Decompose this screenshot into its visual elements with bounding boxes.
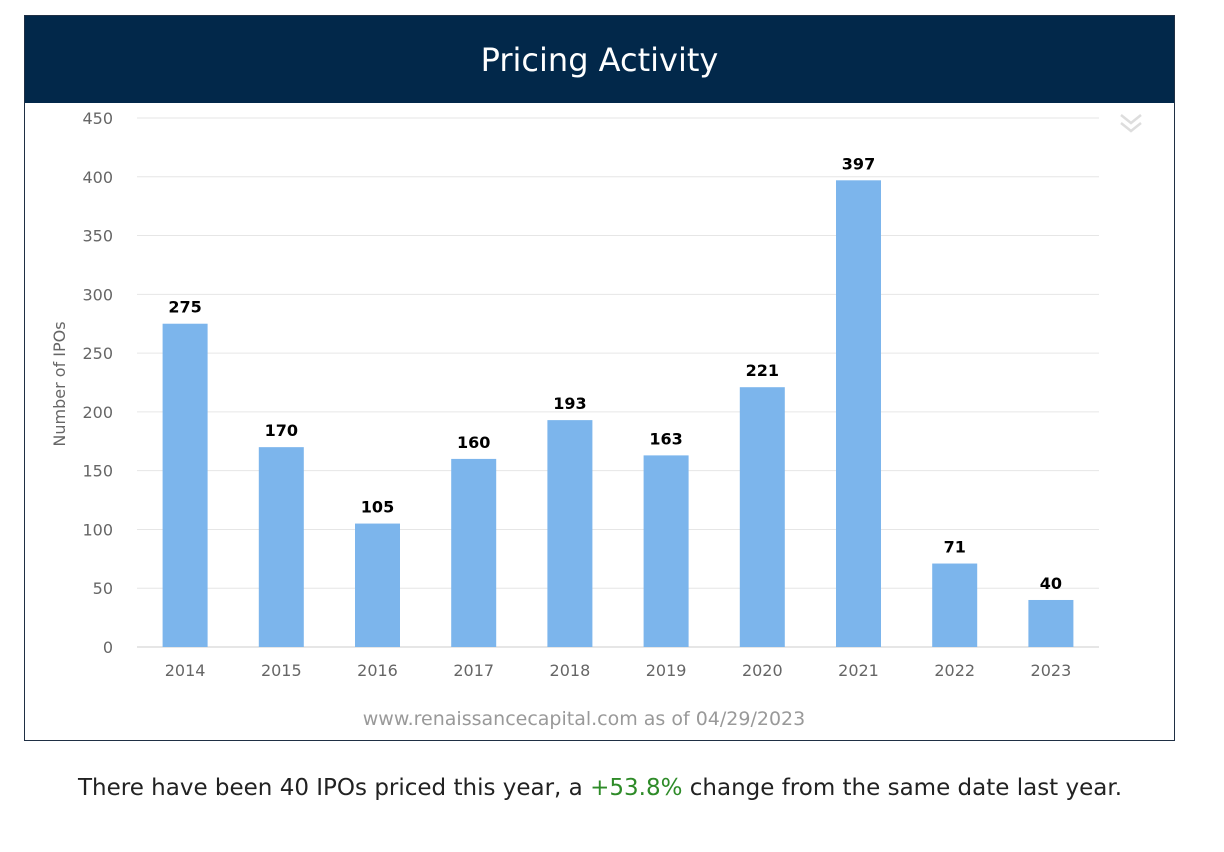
bars [162,180,1074,647]
bar-2017[interactable] [451,458,497,647]
x-tick-label: 2019 [646,661,687,680]
bar-2018[interactable] [547,420,593,647]
gridlines [137,117,1099,648]
x-tick-label: 2014 [165,661,206,680]
x-tick-label: 2017 [453,661,494,680]
data-label-2014: 275 [168,298,201,317]
y-axis-ticks: 0 50 100 150 200 250 300 350 400 450 [82,109,113,657]
y-axis-title: Number of IPOs [50,321,69,446]
summary-prefix: There have been 40 IPOs priced this year… [77,775,591,801]
summary-suffix: change from the same date last year. [682,775,1123,801]
bar-2015[interactable] [258,447,304,647]
data-labels: 275 170 105 160 193 163 221 397 71 40 [168,154,1062,593]
change-percent: +53.8% [590,775,683,801]
y-tick-label: 450 [82,109,113,128]
double-chevron-down-icon [1120,114,1142,133]
y-tick-label: 0 [103,638,113,657]
x-tick-label: 2021 [838,661,879,680]
data-label-2019: 163 [649,429,682,448]
x-tick-label: 2018 [550,661,591,680]
x-axis-ticks: 2014 2015 2016 2017 2018 2019 2020 2021 2022 2023 [165,661,1072,680]
x-tick-label: 2016 [357,661,398,680]
y-tick-label: 150 [82,462,113,481]
chart-plot: 0 50 100 150 200 250 300 350 400 450 275 170 105 160… [50,109,1099,730]
y-tick-label: 300 [82,285,113,304]
bar-2020[interactable] [739,387,785,647]
bar-2021[interactable] [836,180,881,647]
data-label-2020: 221 [746,361,779,380]
chart-credit[interactable]: www.renaissancecapital.com as of 04/29/2… [363,708,805,730]
data-label-2021: 397 [842,154,875,173]
data-label-2023: 40 [1040,574,1062,593]
y-tick-label: 400 [82,168,113,187]
chart-menu-button[interactable] [1118,111,1144,137]
data-label-2016: 105 [361,498,394,517]
bar-2019[interactable] [643,455,689,647]
x-tick-label: 2023 [1031,661,1072,680]
y-tick-label: 250 [82,344,113,363]
data-label-2015: 170 [265,421,298,440]
x-tick-label: 2015 [261,661,302,680]
bar-2014[interactable] [162,323,208,647]
y-tick-label: 100 [82,520,113,539]
bar-2023[interactable] [1028,599,1074,647]
data-label-2022: 71 [944,538,966,557]
y-tick-label: 350 [82,227,113,246]
pricing-activity-chart: Pricing Activity 0 50 100 150 200 250 300 350 40… [24,15,1175,741]
data-label-2018: 193 [553,394,586,413]
chart-title: Pricing Activity [25,16,1174,103]
bar-2016[interactable] [355,523,400,647]
x-tick-label: 2020 [742,661,783,680]
summary-text: There have been 40 IPOs priced this year… [0,775,1200,801]
bar-2022[interactable] [932,563,978,647]
y-tick-label: 50 [93,579,113,598]
y-tick-label: 200 [82,403,113,422]
data-label-2017: 160 [457,433,490,452]
x-tick-label: 2022 [934,661,975,680]
